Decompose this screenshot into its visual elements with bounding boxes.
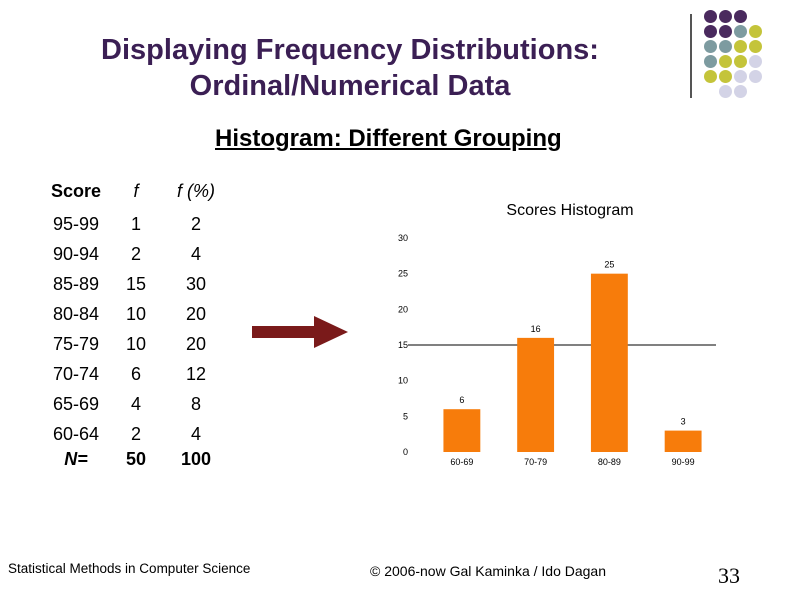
- frequency-cell: 4: [130, 394, 141, 414]
- percent-cell: 2: [190, 214, 201, 234]
- decorative-dot: [719, 55, 732, 68]
- x-tick-label: 80-89: [598, 457, 621, 467]
- decorative-dot: [734, 40, 747, 53]
- bar-data-label: 16: [531, 324, 541, 334]
- decorative-dot: [704, 55, 717, 68]
- frequency-cell: 10: [125, 304, 147, 324]
- slide-subtitle: Histogram: Different Grouping: [215, 125, 562, 152]
- bar-data-label: 3: [681, 417, 686, 427]
- decorative-dot: [734, 10, 747, 23]
- bar-data-label: 25: [604, 260, 614, 270]
- histogram-bar: [664, 430, 702, 452]
- percent-cell: 30: [185, 274, 207, 294]
- decorative-dot: [734, 70, 747, 83]
- x-tick-label: 60-69: [450, 457, 473, 467]
- y-tick-label: 30: [398, 233, 408, 243]
- table-row: 85-89 15 30: [36, 269, 256, 299]
- frequency-cell: 15: [125, 274, 147, 294]
- table-row: 60-64 2 4: [36, 419, 256, 449]
- score-cell: 60-64: [52, 424, 100, 444]
- frequency-cell: 6: [130, 364, 141, 384]
- percent-cell: 12: [185, 364, 207, 384]
- decorative-dot: [749, 70, 762, 83]
- percent-cell: 4: [190, 424, 201, 444]
- scores-histogram: Scores Histogram 0 5 10 15 20 25 30 6 60-69 16 70-7…: [398, 202, 716, 467]
- table-row: 80-84 10 20: [36, 299, 256, 329]
- footer-course-name: Statistical Methods in Computer Science: [8, 561, 251, 576]
- percent-cell: 8: [190, 394, 201, 414]
- header-frequency-percent: f (%): [177, 181, 215, 201]
- decorative-dot: [719, 70, 732, 83]
- total-label: N=: [64, 449, 88, 469]
- decorative-dot: [734, 25, 747, 38]
- slide-number: 33: [718, 563, 740, 588]
- table-row: 75-79 10 20: [36, 329, 256, 359]
- x-tick-label: 70-79: [524, 457, 547, 467]
- y-tick-label: 15: [398, 340, 408, 350]
- percent-cell: 4: [190, 244, 201, 264]
- decorative-dot: [749, 25, 762, 38]
- footer-copyright: © 2006-now Gal Kaminka / Ido Dagan: [370, 563, 607, 579]
- bar-data-label: 6: [459, 395, 464, 405]
- score-cell: 75-79: [52, 334, 100, 354]
- frequency-cell: 2: [130, 244, 141, 264]
- score-cell: 80-84: [52, 304, 100, 324]
- slide-title-line1: Displaying Frequency Distributions:: [101, 34, 599, 66]
- histogram-bar: [590, 273, 628, 452]
- table-row: 95-99 1 2: [36, 209, 256, 239]
- decorative-dot: [719, 85, 732, 98]
- table-header-row: Score f f (%): [36, 176, 256, 206]
- chart-title: Scores Histogram: [506, 202, 633, 219]
- score-cell: 95-99: [52, 214, 100, 234]
- decorative-divider: [690, 14, 692, 98]
- header-score: Score: [50, 181, 102, 201]
- decorative-dot: [704, 40, 717, 53]
- percent-cell: 20: [185, 304, 207, 324]
- decorative-dot: [719, 40, 732, 53]
- frequency-cell: 10: [125, 334, 147, 354]
- score-cell: 90-94: [52, 244, 100, 264]
- y-tick-label: 10: [398, 376, 408, 386]
- table-total-row: N= 50 100: [36, 444, 256, 474]
- histogram-bar: [517, 337, 555, 452]
- table-row: 90-94 2 4: [36, 239, 256, 269]
- y-tick-label: 20: [398, 304, 408, 314]
- frequency-cell: 2: [130, 424, 141, 444]
- decorative-dot: [734, 85, 747, 98]
- slide-title-line2: Ordinal/Numerical Data: [189, 70, 511, 102]
- frequency-cell: 1: [130, 214, 141, 234]
- decorative-dot: [704, 25, 717, 38]
- y-tick-label: 5: [403, 411, 408, 421]
- score-cell: 85-89: [52, 274, 100, 294]
- x-tick-label: 90-99: [672, 457, 695, 467]
- decorative-dot: [704, 70, 717, 83]
- score-cell: 70-74: [52, 364, 100, 384]
- total-percent: 100: [180, 449, 212, 469]
- decorative-dot: [719, 10, 732, 23]
- header-frequency: f: [133, 181, 139, 201]
- table-row: 70-74 6 12: [36, 359, 256, 389]
- histogram-bar: [443, 409, 481, 452]
- decorative-dot: [704, 10, 717, 23]
- decorative-dot: [749, 40, 762, 53]
- table-row: 65-69 4 8: [36, 389, 256, 419]
- decorative-dot: [734, 55, 747, 68]
- y-tick-label: 0: [403, 447, 408, 457]
- y-tick-label: 25: [398, 269, 408, 279]
- decorative-dot: [719, 25, 732, 38]
- right-arrow-icon: [252, 316, 348, 348]
- score-cell: 65-69: [52, 394, 100, 414]
- total-frequency: 50: [125, 449, 147, 469]
- decorative-dot: [749, 55, 762, 68]
- percent-cell: 20: [185, 334, 207, 354]
